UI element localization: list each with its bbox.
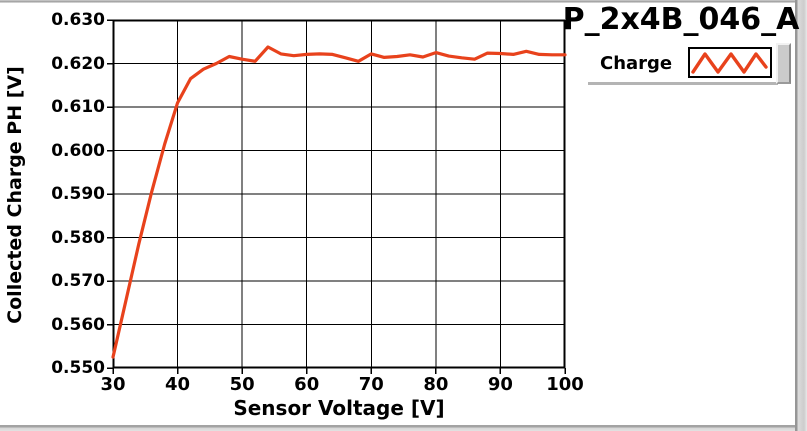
panel-bottom-edge <box>0 425 795 431</box>
x-tick-label: 60 <box>294 374 320 395</box>
chart-title: P_2x4B_046_A <box>562 2 800 37</box>
legend-item-label: Charge <box>600 52 673 74</box>
x-tick-label: 80 <box>423 374 449 395</box>
x-tick-label: 100 <box>546 374 584 395</box>
y-tick-label: 0.580 <box>51 227 105 248</box>
y-tick-label: 0.610 <box>51 97 105 117</box>
x-tick-label: 70 <box>358 374 384 395</box>
legend[interactable]: Charge <box>584 44 776 82</box>
x-tick-label: 40 <box>165 374 191 395</box>
legend-line-sample[interactable] <box>688 47 772 78</box>
y-tick-label: 0.620 <box>51 53 105 74</box>
x-tick-label: 90 <box>487 374 513 395</box>
plot-frame <box>113 20 565 368</box>
zigzag-line-icon <box>691 52 768 74</box>
y-tick-label: 0.600 <box>51 140 105 161</box>
y-tick-label: 0.630 <box>51 10 105 30</box>
x-tick-label: 30 <box>100 374 126 395</box>
panel-right-edge <box>795 0 807 431</box>
y-tick-label: 0.550 <box>51 358 105 378</box>
y-axis-title: Collected Charge PH [V] <box>4 66 27 324</box>
plot-area <box>107 19 567 374</box>
y-tick-label: 0.590 <box>51 184 105 204</box>
y-tick-label: 0.560 <box>51 314 105 335</box>
y-tick-label: 0.570 <box>51 271 105 291</box>
panel-top-edge <box>0 0 807 3</box>
x-axis-title: Sensor Voltage [V] <box>233 396 445 420</box>
legend-scrollbar[interactable] <box>776 43 791 84</box>
series-line-charge <box>111 45 567 359</box>
plot-canvas <box>107 19 567 374</box>
x-tick-label: 50 <box>229 374 255 395</box>
